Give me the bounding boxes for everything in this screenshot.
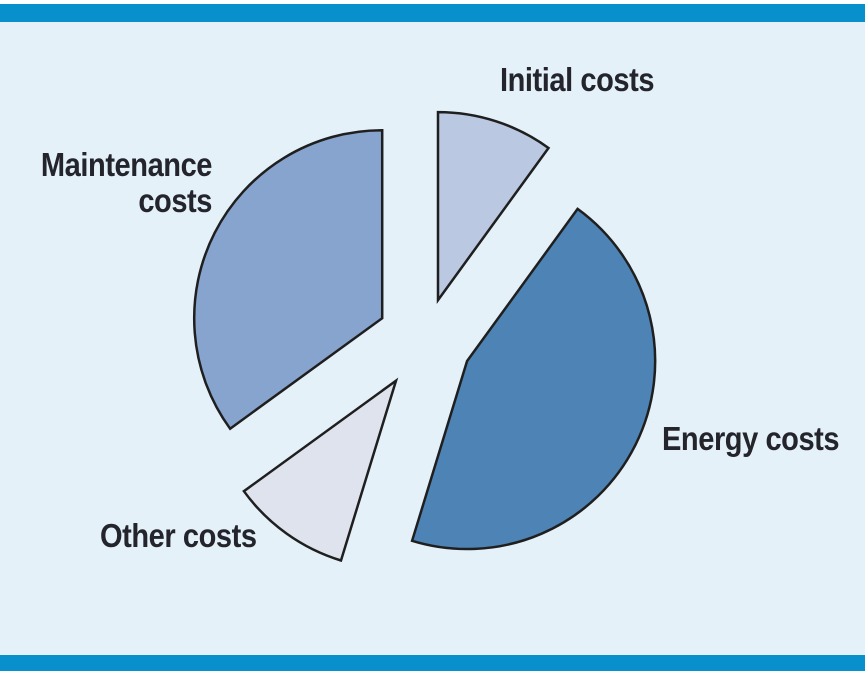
pie-slice-initial-costs (436, 110, 551, 304)
slice-label-maintenance-costs: Maintenance costs (40, 146, 213, 219)
bottom-accent-bar (0, 655, 865, 671)
top-accent-bar (0, 4, 865, 22)
chart-panel (0, 22, 865, 655)
pie-slice-maintenance-costs (193, 128, 384, 431)
pie-slice-other-costs (242, 377, 399, 563)
slice-label-other-costs: Other costs (100, 517, 257, 554)
slice-label-energy-costs: Energy costs (662, 420, 840, 457)
pie-slice-energy-costs (410, 207, 657, 551)
slice-label-initial-costs: Initial costs (500, 61, 655, 98)
